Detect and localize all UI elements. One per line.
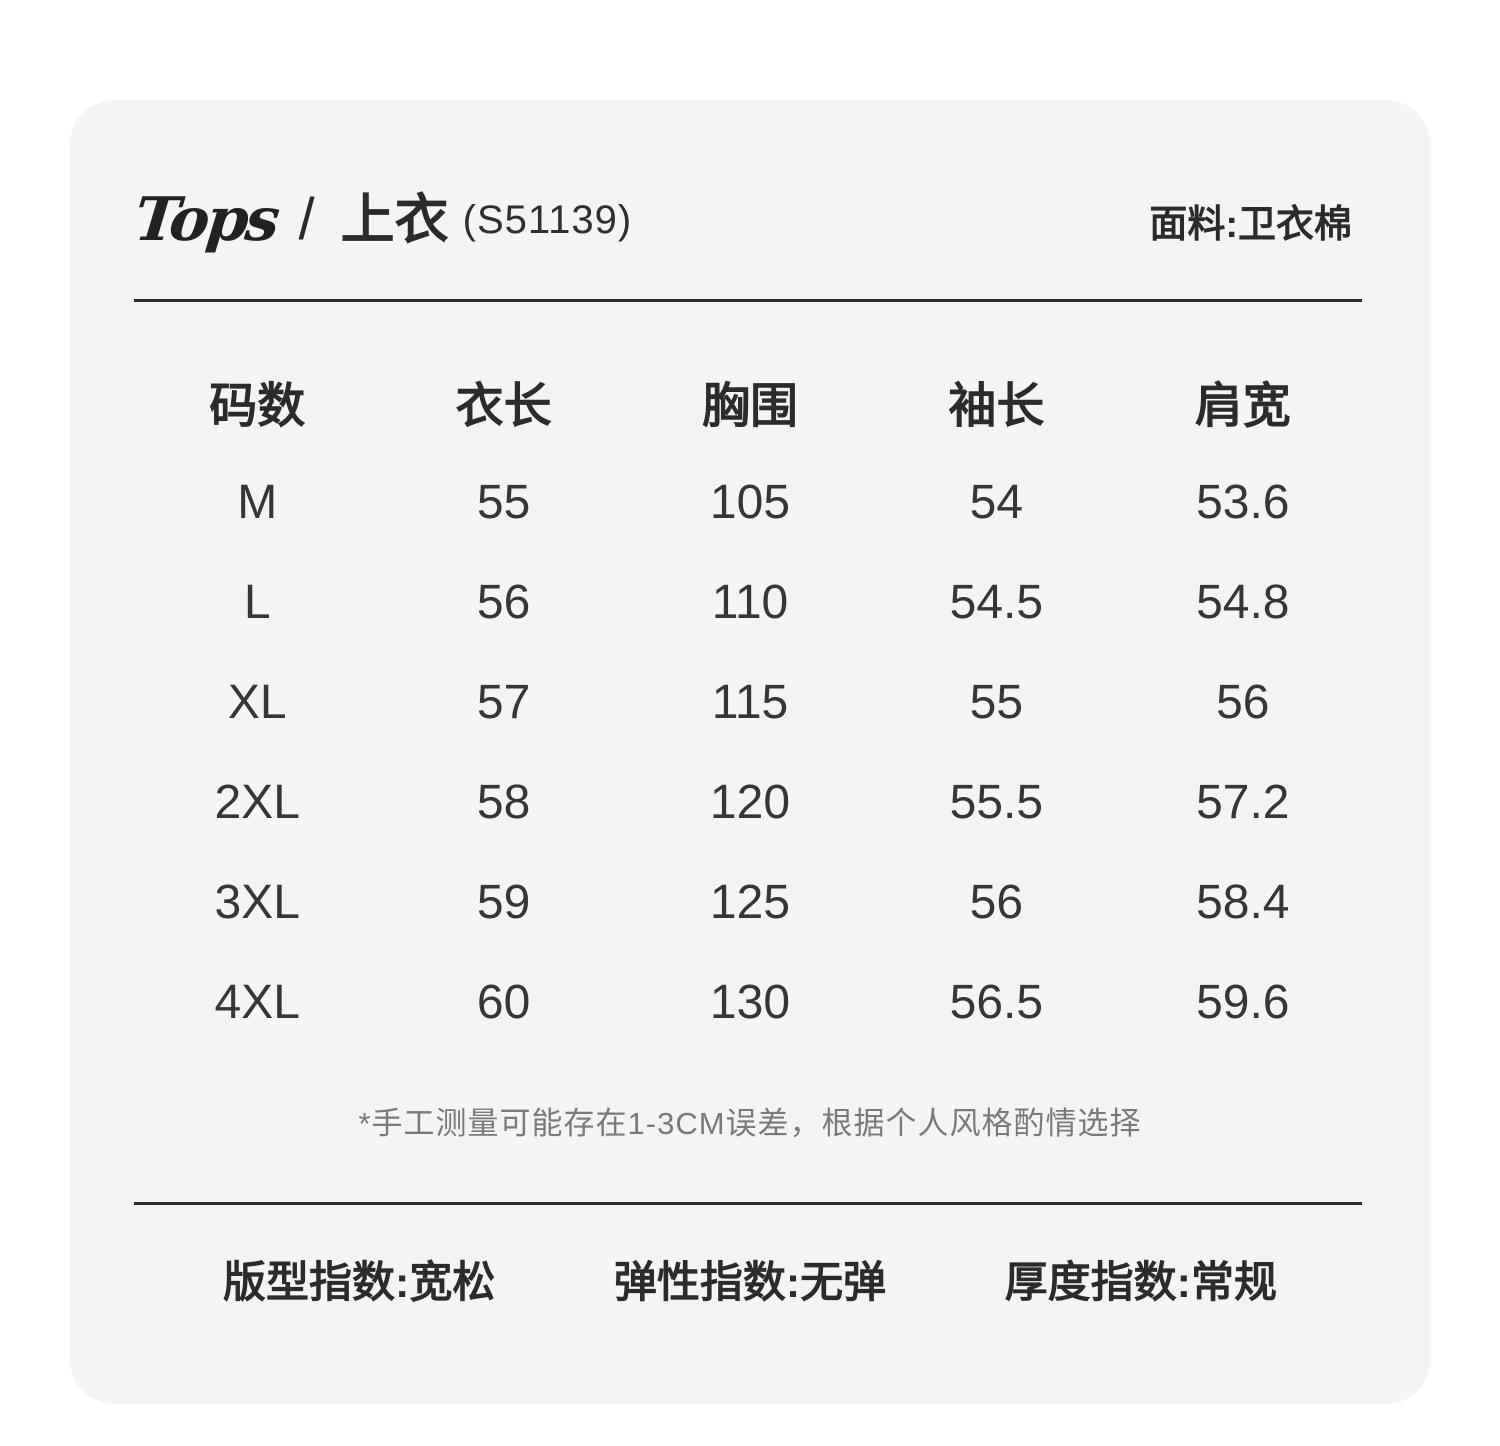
table-column-header: 衣长 bbox=[455, 380, 552, 433]
card-header: Tops / 上衣 (S51139) 面料:卫衣棉 bbox=[70, 100, 1430, 299]
table-column-header: 码数 bbox=[209, 380, 306, 433]
table-row: L 56 110 54.5 54.8 bbox=[134, 552, 1366, 652]
fabric-label: 面料:卫衣棉 bbox=[1149, 204, 1352, 246]
product-code: (S51139) bbox=[462, 197, 633, 242]
size-chart-card: Tops / 上衣 (S51139) 面料:卫衣棉 码数 衣长 胸围 袖长 肩宽… bbox=[70, 100, 1430, 1404]
size-table: 码数 衣长 胸围 袖长 肩宽 M 55 105 54 53.6 L 56 110… bbox=[134, 350, 1366, 1052]
table-cell: 59 bbox=[476, 875, 531, 929]
table-row: M 55 105 54 53.6 bbox=[134, 452, 1366, 552]
product-title: 上衣 bbox=[340, 190, 449, 251]
measurement-note: *手工测量可能存在1-3CM误差，根据个人风格酌情选择 bbox=[358, 1106, 1142, 1141]
table-column-header: 胸围 bbox=[701, 380, 798, 433]
table-cell: 60 bbox=[476, 975, 531, 1029]
table-cell: 55 bbox=[476, 475, 531, 529]
product-title-group: Tops / 上衣 (S51139) bbox=[131, 185, 633, 256]
size-cell: XL bbox=[227, 675, 287, 729]
separator-slash: / bbox=[298, 187, 315, 253]
fit-index-label: 版型指数:宽松 bbox=[223, 1259, 496, 1307]
table-cell: 56 bbox=[476, 575, 531, 629]
table-column-header: 袖长 bbox=[948, 380, 1045, 433]
table-cell: 58.4 bbox=[1196, 875, 1290, 929]
table-cell: 54 bbox=[969, 475, 1024, 529]
size-cell: 2XL bbox=[214, 775, 300, 829]
divider-top bbox=[134, 299, 1362, 302]
table-cell: 56.5 bbox=[949, 975, 1044, 1029]
table-cell: 110 bbox=[711, 575, 789, 629]
table-header-row: 码数 衣长 胸围 袖长 肩宽 bbox=[134, 350, 1366, 452]
table-cell: 54.8 bbox=[1196, 575, 1290, 629]
table-column-header: 肩宽 bbox=[1194, 380, 1291, 433]
table-cell: 58 bbox=[476, 775, 531, 829]
table-row: 3XL 59 125 56 58.4 bbox=[134, 852, 1366, 952]
table-cell: 125 bbox=[709, 875, 791, 929]
elasticity-index-label: 弹性指数:无弹 bbox=[613, 1259, 887, 1307]
table-cell: 55 bbox=[969, 675, 1024, 729]
table-cell: 120 bbox=[709, 775, 791, 829]
table-row: 4XL 60 130 56.5 59.6 bbox=[134, 952, 1366, 1052]
table-cell: 57 bbox=[476, 675, 531, 729]
table-cell: 54.5 bbox=[949, 575, 1044, 629]
table-cell: 115 bbox=[711, 675, 789, 729]
size-cell: M bbox=[237, 475, 278, 529]
table-cell: 57.2 bbox=[1196, 775, 1290, 829]
table-cell: 59.6 bbox=[1196, 975, 1290, 1029]
table-cell: 56 bbox=[1216, 675, 1270, 729]
thickness-index-label: 厚度指数:常规 bbox=[1004, 1259, 1277, 1307]
table-cell: 105 bbox=[709, 475, 791, 529]
table-cell: 56 bbox=[969, 875, 1024, 929]
size-table-header: 码数 衣长 胸围 袖长 肩宽 bbox=[134, 350, 1366, 452]
size-cell: 4XL bbox=[214, 975, 300, 1029]
table-cell: 130 bbox=[709, 975, 791, 1029]
size-cell: L bbox=[243, 575, 271, 629]
product-indices: 版型指数:宽松 弹性指数:无弹 厚度指数:常规 bbox=[223, 1257, 1277, 1309]
size-table-body: M 55 105 54 53.6 L 56 110 54.5 54.8 XL 5… bbox=[134, 452, 1366, 1052]
table-cell: 53.6 bbox=[1196, 475, 1290, 529]
table-row: XL 57 115 55 56 bbox=[134, 652, 1366, 752]
table-row: 2XL 58 120 55.5 57.2 bbox=[134, 752, 1366, 852]
divider-bottom bbox=[134, 1202, 1362, 1205]
table-cell: 55.5 bbox=[949, 775, 1044, 829]
brand-logo: Tops bbox=[131, 185, 281, 256]
size-cell: 3XL bbox=[214, 875, 300, 929]
